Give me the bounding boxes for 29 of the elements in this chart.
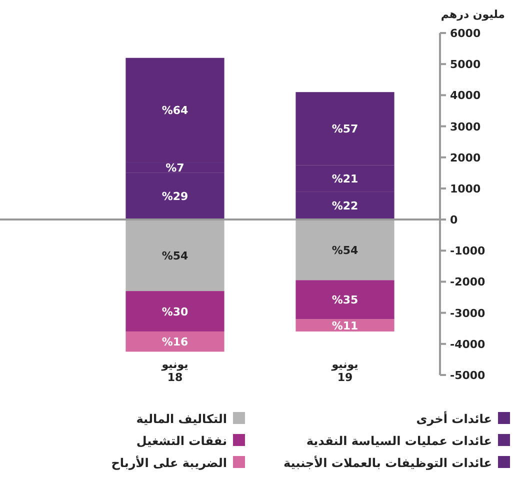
legend-label: نفقات التشغيل [136, 434, 227, 448]
annotation: %21 [332, 172, 358, 186]
legend-label: عائدات أخرى [416, 411, 492, 426]
y-tick-label: 1000 [450, 182, 481, 196]
y-tick-label: 5000 [450, 58, 481, 72]
y-axis-title: مليون درهم [440, 8, 505, 21]
y-tick-label: -2000 [450, 276, 486, 289]
annotation: %16 [162, 336, 189, 349]
annotation: %22 [332, 200, 358, 213]
y-tick-label: 4000 [450, 89, 481, 102]
y-tick-label: -4000 [450, 338, 486, 351]
y-tick-label: 3000 [450, 120, 481, 134]
y-tick-label: 2000 [450, 151, 481, 164]
y-tick-label: -1000 [450, 244, 486, 258]
y-tick-label: 0 [450, 214, 458, 227]
annotation: %54 [332, 244, 359, 257]
legend-label: التكاليف المالية [136, 412, 227, 426]
annotation: %7 [166, 161, 184, 174]
annotation: %64 [162, 104, 189, 117]
annotation: %30 [162, 305, 189, 318]
y-tick-label: -5000 [450, 369, 486, 382]
y-tick-label: 6000 [450, 27, 481, 40]
y-tick-label: -3000 [450, 306, 486, 320]
annotation: %11 [332, 319, 358, 332]
legend-label: الضريبة على الأرباح [111, 455, 227, 470]
annotation: %35 [332, 294, 358, 307]
annotation: %29 [162, 190, 188, 204]
annotation: %57 [332, 122, 358, 136]
annotation: %54 [162, 249, 189, 262]
